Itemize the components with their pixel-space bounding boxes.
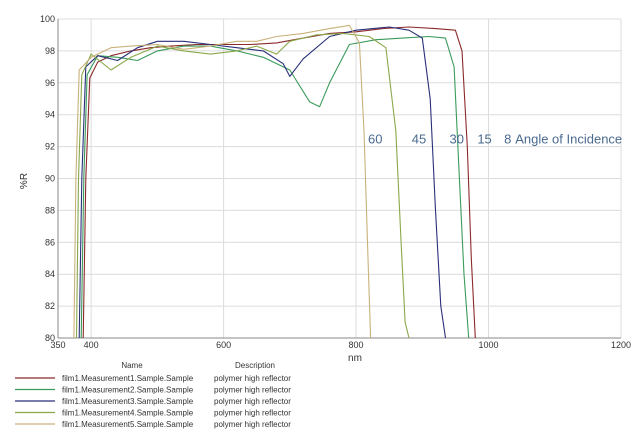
y-tick-label: 100 — [40, 14, 55, 24]
grid-layer — [57, 18, 622, 339]
annotation-label: 8 — [504, 132, 511, 147]
x-tick-label: 400 — [84, 340, 99, 350]
y-tick-label: 94 — [45, 110, 55, 120]
x-tick-label: 600 — [216, 340, 231, 350]
annotation-label: Angle of Incidence — [515, 132, 622, 147]
series-line-3 — [78, 26, 447, 338]
series-line-4 — [75, 32, 410, 338]
series-layer — [73, 24, 476, 338]
legend-entry-description: polymer high reflector — [214, 374, 291, 383]
y-tick-label: 80 — [45, 333, 55, 343]
y-tick-label: 86 — [45, 237, 55, 247]
legend-header-name: Name — [121, 361, 143, 370]
annotation-layer: 60 45 30 15 8 Angle of Incidence — [368, 132, 622, 147]
legend-entry-description: polymer high reflector — [214, 409, 291, 418]
legend-entry-name: film1.Measurement3.Sample.Sample — [62, 397, 194, 406]
legend-entry-description: polymer high reflector — [214, 420, 291, 429]
legend-entry-name: film1.Measurement4.Sample.Sample — [62, 409, 194, 418]
y-tick-label: 90 — [45, 174, 55, 184]
y-tick-label: 88 — [45, 205, 55, 215]
series-line-5 — [73, 24, 372, 338]
y-tick-label: 82 — [45, 301, 55, 311]
legend-header-description: Description — [235, 361, 275, 370]
legend-entry-name: film1.Measurement5.Sample.Sample — [62, 420, 194, 429]
annotation-label: 45 — [412, 132, 426, 147]
x-tick-label: 1000 — [479, 340, 499, 350]
y-tick-label: 92 — [45, 142, 55, 152]
x-tick-label: 800 — [349, 340, 364, 350]
series-line-2 — [80, 35, 470, 338]
tick-labels: 80 82 84 86 88 90 92 94 96 98 100 350 400 600 800 1000 1… — [40, 14, 631, 350]
y-tick-label: 98 — [45, 46, 55, 56]
legend: Name Description film1.Measurement1.Samp… — [15, 361, 291, 429]
series-line-1 — [82, 26, 476, 338]
y-axis-title: %R — [19, 173, 30, 189]
annotation-label: 60 — [368, 132, 382, 147]
y-tick-label: 84 — [45, 269, 55, 279]
annotation-label: 15 — [477, 132, 491, 147]
legend-entry-description: polymer high reflector — [214, 397, 291, 406]
y-tick-label: 96 — [45, 78, 55, 88]
legend-entry-name: film1.Measurement2.Sample.Sample — [62, 386, 194, 395]
annotation-label: 30 — [450, 132, 464, 147]
x-tick-label: 350 — [50, 340, 65, 350]
x-axis-title: nm — [348, 353, 362, 364]
legend-entry-description: polymer high reflector — [214, 386, 291, 395]
axes-layer — [57, 19, 621, 339]
x-tick-label: 1200 — [611, 340, 631, 350]
legend-entry-name: film1.Measurement1.Sample.Sample — [62, 374, 194, 383]
